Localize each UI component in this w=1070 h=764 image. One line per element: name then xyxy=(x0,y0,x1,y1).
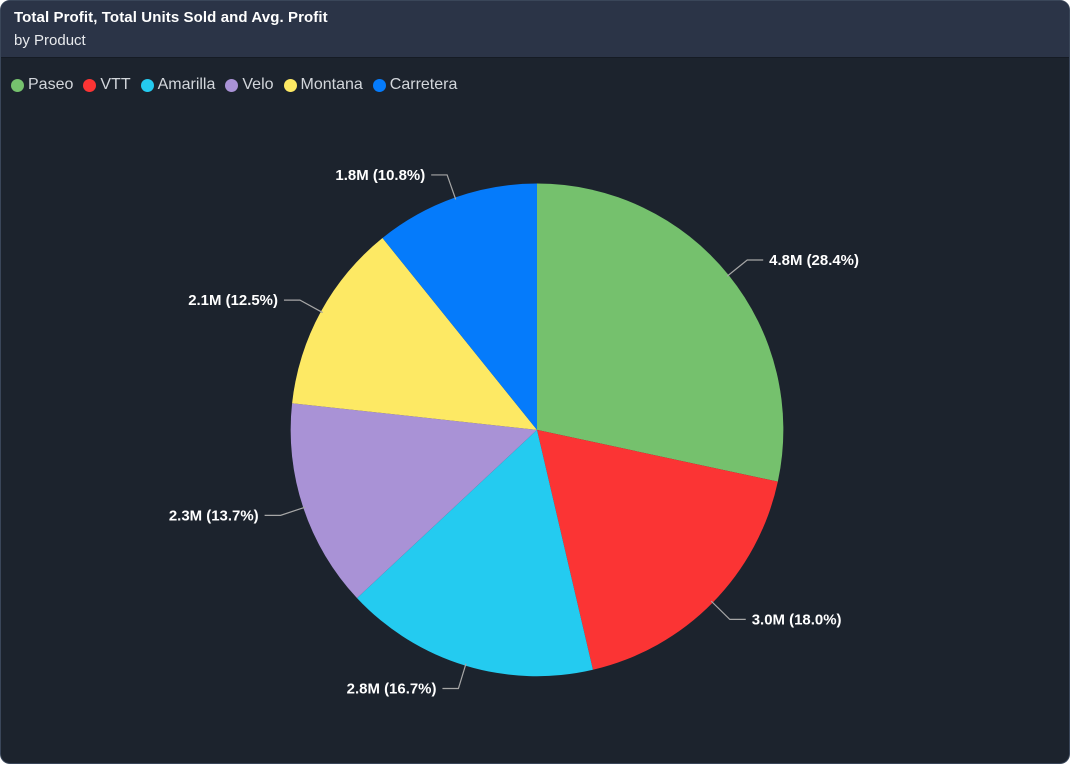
legend-swatch-icon xyxy=(83,78,97,92)
legend-swatch-icon xyxy=(372,78,386,92)
legend-item-vtt[interactable]: VTT xyxy=(83,75,131,95)
pie-label-montana: 2.1M (12.5%) xyxy=(188,292,278,309)
legend-label: VTT xyxy=(100,76,131,93)
legend-item-paseo[interactable]: Paseo xyxy=(11,75,73,95)
legend-label: Montana xyxy=(300,76,363,93)
pie-label-velo: 2.3M (13.7%) xyxy=(169,507,259,524)
visual-title: Total Profit, Total Units Sold and Avg. … xyxy=(14,9,328,26)
leader-line xyxy=(710,600,746,620)
visual-header: Total Profit, Total Units Sold and Avg. … xyxy=(1,1,1069,58)
pie-label-carretera: 1.8M (10.8%) xyxy=(335,167,425,184)
leader-line xyxy=(264,506,306,516)
pie-label-amarilla: 2.8M (16.7%) xyxy=(347,680,437,697)
pie-slice-paseo[interactable] xyxy=(536,183,784,482)
pie-slice-amarilla[interactable] xyxy=(357,429,593,677)
pie-slice-velo[interactable] xyxy=(290,403,537,599)
legend-swatch-icon xyxy=(140,78,154,92)
pie-label-vtt: 3.0M (18.0%) xyxy=(752,611,842,628)
leader-line xyxy=(442,663,467,690)
visual-subtitle: by Product xyxy=(14,32,86,49)
pie-slice-montana[interactable] xyxy=(292,237,537,430)
legend-swatch-icon xyxy=(225,78,239,92)
leader-line xyxy=(726,259,764,277)
leader-line xyxy=(431,174,457,200)
pie-label-paseo: 4.8M (28.4%) xyxy=(769,252,859,269)
legend-label: Amarilla xyxy=(157,76,216,93)
pie-slice-carretera[interactable] xyxy=(382,183,537,430)
legend-item-montana[interactable]: Montana xyxy=(283,75,363,95)
pie-slice-vtt[interactable] xyxy=(536,429,778,670)
legend-label: Carretera xyxy=(389,76,458,93)
legend-item-amarilla[interactable]: Amarilla xyxy=(140,75,216,95)
leader-line xyxy=(283,299,323,314)
legend-swatch-icon xyxy=(283,78,297,92)
legend: Paseo VTT Amarilla Velo Montana Carretera xyxy=(1,58,1069,95)
legend-label: Velo xyxy=(242,76,274,93)
legend-swatch-icon xyxy=(11,78,24,92)
legend-item-carretera[interactable]: Carretera xyxy=(372,75,458,95)
legend-label: Paseo xyxy=(28,76,74,93)
legend-item-velo[interactable]: Velo xyxy=(225,75,274,95)
